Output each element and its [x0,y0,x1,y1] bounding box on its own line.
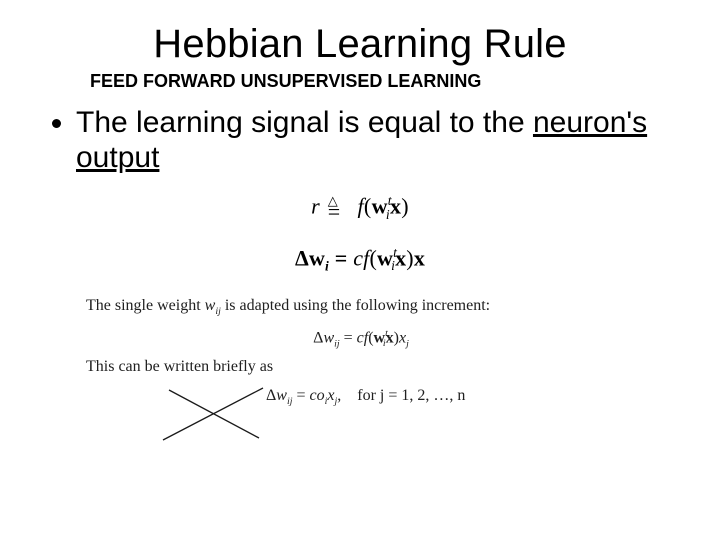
eq4-tail: for j = 1, 2, …, n [341,387,465,404]
eq2-equals: = [329,245,353,270]
eq3-w: w [323,329,334,346]
lower-line1a: The single weight [86,297,205,314]
lower-line-1: The single weight wij is adapted using t… [86,296,676,319]
eq1-rpar: ) [401,193,409,218]
eq4-delta: Δ [266,387,276,404]
eq4-w: w [276,387,287,404]
eq3-x: x [386,329,394,346]
eq1-r: r [311,193,320,218]
eq2-cf: cf [353,245,369,270]
eq1-def-equals: △ = [328,193,338,219]
eq3-xj: x [399,329,406,346]
eq2-w: w [309,245,325,270]
eq3-equals: = [340,329,357,346]
eq1-x: x [390,193,401,218]
eq4-co: co [310,387,325,404]
equation-1: r △ = f(wtix) [44,193,676,223]
lower-text-block: The single weight wij is adapted using t… [86,296,676,408]
eq1-lpar: ( [364,193,372,218]
eq3-cf: cf [357,329,369,346]
equation-3: Δwij = cf(wtix)xj [46,328,676,351]
lower-line1b: is adapted using the following increment… [221,297,490,314]
subtitle: FEED FORWARD UNSUPERVISED LEARNING [90,71,676,92]
equation-2: Δwi = cf(wtix)x [44,245,676,275]
bullet-item: The learning signal is equal to the neur… [76,106,676,175]
bullet-list: The learning signal is equal to the neur… [52,106,676,175]
eq2-lpar: ( [369,245,377,270]
eq1-equals: = [328,199,341,225]
slide: Hebbian Learning Rule FEED FORWARD UNSUP… [0,0,720,540]
formula-block: r △ = f(wtix) Δwi = cf(wtix)x [44,193,676,274]
eq2-rpar: ) [406,245,414,270]
eq4-x: x [327,387,334,404]
eq3-delta: Δ [313,329,323,346]
eq2-x: x [395,245,406,270]
eq4-equals: = [292,387,309,404]
equation-4: Δwij = coixj, for j = 1, 2, …, n [266,386,676,409]
eq2-x2: x [414,245,425,270]
lower-wij: w [205,297,216,314]
page-title: Hebbian Learning Rule [44,22,676,67]
bullet-text-lead: The learning signal is equal to the [76,106,533,139]
eq2-delta: Δ [295,245,309,270]
lower-line-2: This can be written briefly as [86,357,676,378]
eq3-j: j [406,338,409,349]
